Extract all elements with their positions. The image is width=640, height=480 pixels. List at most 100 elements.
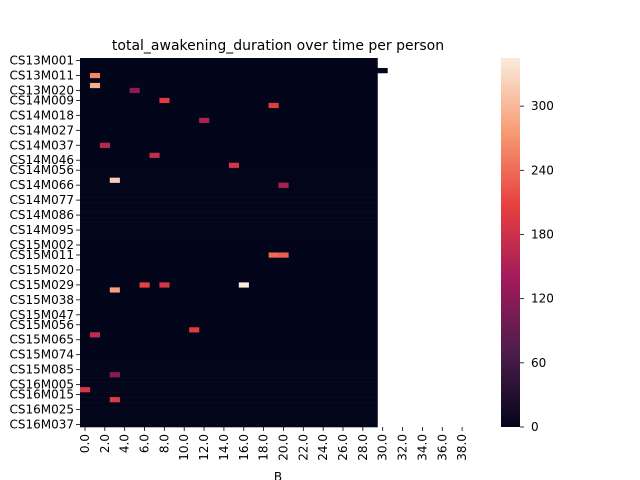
heatmap-row — [80, 117, 378, 124]
heatmap-cell — [159, 282, 170, 288]
x-tick-label: 0.0 — [78, 434, 92, 453]
x-tick-label: 10.0 — [177, 434, 191, 461]
heatmap-cell — [278, 182, 289, 188]
heatmap-cell — [109, 177, 120, 183]
heatmap-cell — [189, 327, 200, 333]
heatmap-row — [80, 192, 378, 198]
heatmap-row — [80, 202, 378, 208]
x-tick-label: 2.0 — [98, 434, 112, 453]
heatmap-row — [80, 407, 378, 413]
y-tick-label: CS15M065 — [9, 333, 74, 347]
heatmap-grid — [80, 58, 388, 428]
colorbar-gradient — [501, 58, 520, 427]
x-tick-label: 12.0 — [197, 434, 211, 461]
heatmap-row — [80, 67, 388, 74]
y-tick-label: CS15M038 — [9, 293, 74, 307]
heatmap-row — [80, 92, 378, 99]
heatmap-cell — [89, 72, 101, 79]
x-axis: 0.0 2.0 4.0 6.0 8.0 10.0 12.0 14.0 16.0 18.0 20.0 2… — [78, 427, 469, 461]
x-tick-label: 28.0 — [356, 434, 370, 461]
heatmap-row — [80, 177, 378, 183]
y-tick-label: CS16M015 — [9, 388, 74, 402]
heatmap-row — [80, 172, 378, 178]
y-tick-label: CS14M086 — [9, 208, 74, 222]
y-tick-label: CS15M047 — [9, 308, 74, 322]
heatmap-row — [80, 122, 378, 129]
y-tick-label: CS16M025 — [9, 403, 74, 417]
heatmap-cell — [149, 152, 160, 158]
heatmap-row — [80, 167, 378, 173]
y-tick-label: CS14M037 — [9, 138, 74, 152]
heatmap-row — [80, 397, 378, 403]
y-tick-label: CS15M074 — [9, 348, 74, 362]
y-tick-label: CS15M002 — [9, 238, 74, 252]
heatmap-row — [80, 382, 378, 388]
heatmap-row — [80, 102, 378, 109]
y-tick-label: CS15M056 — [9, 318, 74, 332]
x-tick-label: 30.0 — [376, 434, 390, 461]
x-tick-label: 36.0 — [435, 434, 449, 461]
heatmap-row — [80, 297, 378, 303]
heatmap-row — [80, 392, 378, 398]
heatmap-cell — [228, 162, 239, 168]
y-tick-label: CS14M046 — [9, 153, 74, 167]
heatmap-row — [80, 147, 378, 154]
x-tick-label: 4.0 — [118, 434, 132, 453]
y-tick-label: CS15M020 — [9, 263, 74, 277]
heatmap-row — [80, 197, 378, 203]
y-tick-label: CS14M018 — [9, 108, 74, 122]
heatmap-row — [80, 252, 378, 258]
heatmap-row — [80, 227, 378, 233]
heatmap-row — [80, 337, 378, 343]
y-tick-label: CS15M085 — [9, 363, 74, 377]
heatmap-row — [80, 87, 378, 94]
heatmap-row — [80, 217, 378, 223]
y-tick-label: CS14M095 — [9, 223, 74, 237]
colorbar-tick-label: 300 — [531, 99, 554, 113]
heatmap-row — [80, 342, 378, 348]
y-tick-label: CS14M077 — [9, 193, 74, 207]
x-axis-label: B — [274, 470, 282, 480]
x-tick-label: 20.0 — [276, 434, 290, 461]
heatmap-cell — [238, 282, 249, 288]
heatmap-row — [80, 187, 378, 193]
heatmap-cell — [109, 287, 120, 293]
heatmap-row — [80, 312, 378, 318]
y-tick-label: CS14M009 — [9, 93, 74, 107]
x-tick-label: 34.0 — [415, 434, 429, 461]
x-tick-label: 14.0 — [217, 434, 231, 461]
heatmap-cell — [109, 397, 120, 403]
heatmap-row — [80, 387, 378, 393]
heatmap-cell — [278, 252, 289, 258]
heatmap-row — [80, 332, 378, 338]
heatmap-cell — [99, 142, 110, 148]
x-tick-label: 24.0 — [316, 434, 330, 461]
heatmap-row — [80, 417, 378, 423]
colorbar-tick-label: 240 — [531, 163, 554, 177]
y-tick-label: CS13M020 — [9, 83, 74, 97]
colorbar-tick-label: 180 — [531, 227, 554, 241]
heatmap-row — [80, 82, 378, 89]
heatmap-cell — [109, 372, 120, 378]
heatmap-cell — [159, 97, 170, 104]
y-tick-label: CS15M029 — [9, 278, 74, 292]
heatmap-cell — [268, 102, 279, 109]
heatmap-row — [80, 232, 378, 238]
heatmap-row — [80, 307, 378, 313]
colorbar-tick-label: 60 — [531, 356, 546, 370]
heatmap-row — [80, 142, 378, 149]
heatmap-row — [80, 132, 378, 139]
colorbar: 0 60 120 180 240 300 — [501, 58, 554, 434]
heatmap-row — [80, 352, 378, 358]
x-tick-label: 38.0 — [455, 434, 469, 461]
heatmap-row — [80, 127, 378, 134]
heatmap-row — [80, 412, 378, 418]
x-tick-label: 18.0 — [257, 434, 271, 461]
x-tick-label: 16.0 — [237, 434, 251, 461]
heatmap-row — [80, 257, 378, 263]
heatmap-row — [80, 157, 378, 164]
y-tick-label: CS13M011 — [9, 68, 74, 82]
heatmap-row — [80, 372, 378, 378]
heatmap-row — [80, 322, 378, 328]
